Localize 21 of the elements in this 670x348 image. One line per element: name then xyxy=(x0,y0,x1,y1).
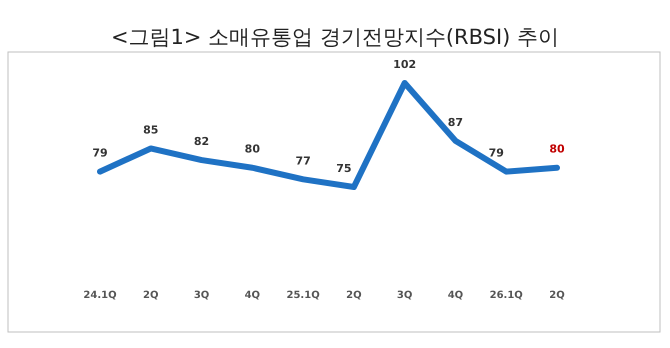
data-label: 79 xyxy=(488,146,504,160)
x-tick-label: 25.1Q xyxy=(286,290,320,301)
data-label: 82 xyxy=(194,135,210,148)
x-tick-label: 24.1Q xyxy=(83,290,117,301)
data-label: 102 xyxy=(393,58,416,71)
data-label: 77 xyxy=(295,154,311,168)
data-label: 80 xyxy=(244,142,260,156)
x-tick-label: 2Q xyxy=(549,290,565,301)
x-tick-label: 4Q xyxy=(244,290,260,301)
x-tick-label: 3Q xyxy=(194,290,210,301)
data-label: 79 xyxy=(92,146,108,160)
data-label: 75 xyxy=(336,162,352,175)
data-label: 87 xyxy=(448,116,464,129)
x-tick-label: 26.1Q xyxy=(490,290,523,301)
x-tick-label: 2Q xyxy=(143,290,159,301)
data-label: 80 xyxy=(549,142,565,156)
chart-title: <그림1> 소매유통업 경기전망지수(RBSI) 추이 xyxy=(110,25,560,49)
x-tick-label: 2Q xyxy=(346,290,362,301)
x-tick-label: 4Q xyxy=(448,290,464,301)
x-tick-label: 3Q xyxy=(396,290,412,301)
data-label: 85 xyxy=(143,123,158,136)
